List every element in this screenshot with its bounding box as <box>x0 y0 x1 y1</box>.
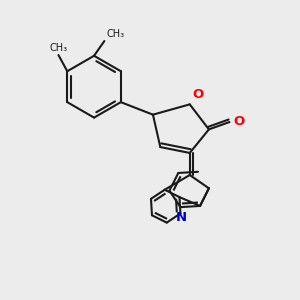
Text: CH₃: CH₃ <box>50 43 68 53</box>
Text: N: N <box>176 211 188 224</box>
Text: O: O <box>233 115 244 128</box>
Text: CH₃: CH₃ <box>106 29 124 39</box>
Text: O: O <box>193 88 204 101</box>
